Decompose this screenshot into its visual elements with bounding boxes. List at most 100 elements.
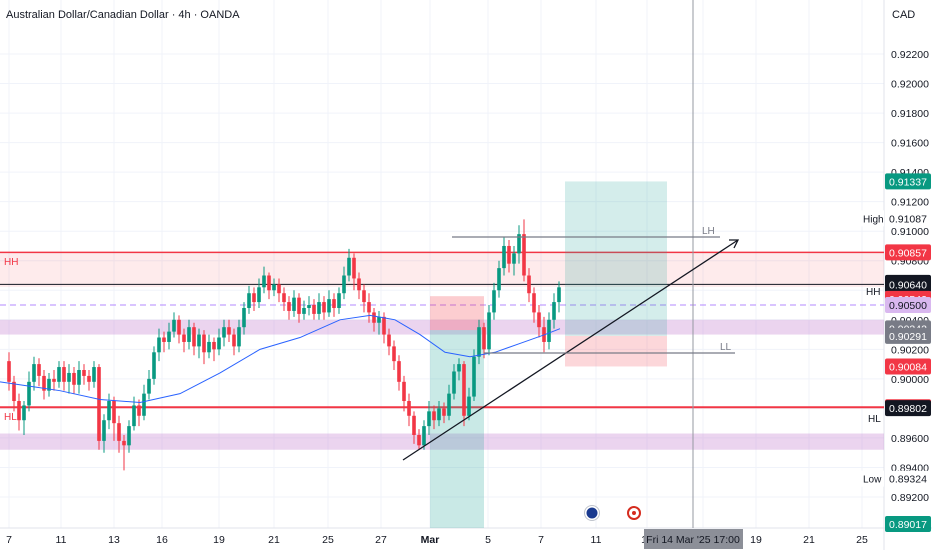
trendline-arrowhead (729, 239, 740, 249)
candle-body (142, 393, 146, 416)
candle-body (447, 393, 451, 416)
y-tick-label: 0.90200 (891, 344, 929, 356)
price-label: 0.91087 (889, 213, 927, 225)
candle-body (367, 302, 371, 313)
short-position-target (430, 330, 484, 528)
candle-body (107, 401, 111, 421)
trendline (402, 239, 739, 461)
candle-body (212, 341, 216, 350)
candle-body (237, 327, 241, 347)
x-tick-label: 25 (322, 534, 334, 546)
candle-body (512, 253, 516, 264)
supply-zone (0, 252, 884, 287)
currency-label: CAD (892, 9, 915, 21)
candle-body (407, 401, 411, 416)
candle-body (477, 327, 481, 357)
candle-body (132, 405, 136, 427)
candle-body (22, 405, 26, 421)
candle-body (322, 302, 326, 313)
candle-body (187, 327, 191, 342)
candle-body (302, 307, 306, 314)
x-tick-label: 11 (591, 534, 602, 546)
x-tick-label: 27 (375, 534, 387, 546)
chart-zones (0, 0, 884, 528)
price-label: 0.90857 (889, 247, 927, 259)
candle-body (247, 293, 251, 308)
candle-body (292, 297, 296, 311)
hh-label-right: HH (866, 287, 880, 298)
candle-body (27, 381, 31, 406)
price-label: 0.89802 (889, 403, 927, 415)
y-tick-label: 0.89200 (891, 492, 929, 504)
candle-body (42, 375, 46, 391)
price-label: 0.89324 (889, 474, 927, 486)
price-label-bg (885, 297, 931, 314)
candle-body (467, 396, 471, 416)
price-label-bg (885, 210, 931, 227)
candle-body (37, 364, 41, 376)
price-label-bg (885, 516, 931, 533)
y-tick-label: 0.90000 (891, 374, 929, 386)
candle-body (517, 234, 521, 254)
candle-body (327, 299, 331, 313)
candle-body (257, 287, 261, 303)
au-flag-icon (585, 506, 599, 520)
y-tick-label: 0.91800 (891, 108, 929, 120)
candle-body (97, 367, 101, 441)
ca-flag-leaf (632, 511, 636, 515)
candle-body (492, 290, 496, 313)
candle-body (57, 367, 61, 382)
candle-body (377, 316, 381, 323)
candle-body (127, 426, 131, 446)
price-label-bg (885, 400, 931, 417)
price-label: 0.90291 (889, 331, 927, 343)
candle-body (192, 327, 196, 347)
y-tick-label: 0.92200 (891, 49, 929, 61)
candle-body (392, 346, 396, 362)
candle-body (307, 305, 311, 308)
candle-body (397, 361, 401, 382)
candle-body (177, 319, 181, 335)
candle-body (217, 337, 221, 350)
candle-body (487, 312, 491, 350)
candle-body (167, 331, 171, 342)
x-tick-label: 7 (538, 534, 544, 546)
long-position-target (565, 181, 667, 336)
hl-label-left: HL (4, 412, 17, 423)
candle-body (312, 305, 316, 314)
price-tag-label: High (863, 214, 884, 225)
candle-body (342, 275, 346, 294)
candle-body (87, 375, 91, 382)
au-flag-ring (584, 505, 600, 521)
candle-body (12, 381, 16, 402)
candle-body (442, 408, 446, 416)
candle-body (497, 268, 501, 291)
candle-body (157, 337, 161, 353)
candle-body (422, 426, 426, 446)
candle-body (417, 434, 421, 446)
price-axis: 0.922000.920000.918000.916000.914000.912… (860, 49, 931, 533)
lh-label: LH (702, 226, 715, 237)
candle-body (232, 334, 236, 347)
price-label-bg (885, 173, 931, 190)
price-tag-bg (860, 210, 884, 227)
x-tick-label: 25 (856, 534, 868, 546)
chart-title: Australian Dollar/Canadian Dollar · 4h ·… (6, 9, 240, 21)
cursor-date-bg (644, 529, 743, 549)
candle-body (372, 312, 376, 323)
candle-body (162, 337, 166, 342)
ll-label: LL (720, 342, 732, 353)
candle-body (412, 415, 416, 435)
ma-curve (0, 314, 561, 403)
candle-body (482, 327, 486, 350)
candle-body (352, 257, 356, 279)
candle-body (147, 378, 151, 394)
candle-body (462, 364, 466, 416)
candle-body (82, 370, 86, 376)
purple-zone-lower (0, 433, 884, 450)
x-tick-label: Mar (421, 534, 440, 546)
candle-body (262, 275, 266, 288)
candle-body (67, 372, 71, 382)
